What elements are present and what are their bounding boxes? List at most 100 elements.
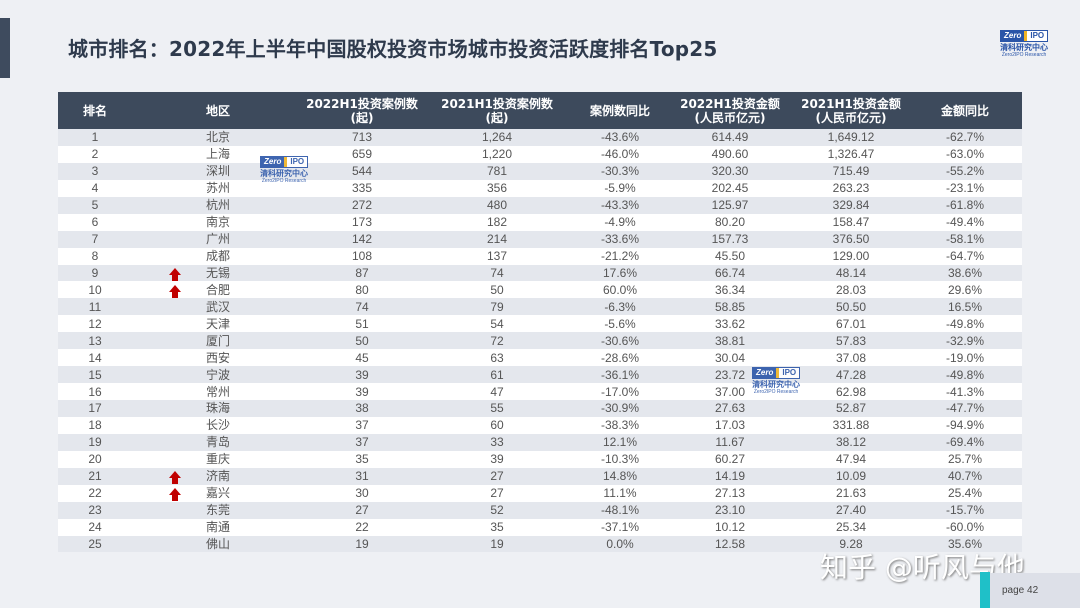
header-line: 金额同比	[940, 103, 989, 118]
cell-region: 重庆	[132, 451, 304, 468]
city-name: 深圳	[205, 164, 230, 179]
cell-cases-2021h1: 182	[486, 215, 508, 230]
cell-amount-2021h1: 37.08	[835, 350, 867, 365]
cell-cases-2021h1: 39	[490, 452, 504, 467]
header-line: 案例数同比	[589, 103, 650, 118]
cell-amount-yoy: 29.6%	[947, 282, 983, 297]
cell-cases-2022h1: 87	[355, 265, 369, 280]
cell-amount-2022h1: 125.97	[711, 198, 749, 213]
cell-amount-yoy: 35.6%	[947, 536, 983, 551]
cell-amount-2021h1: 57.83	[835, 333, 867, 348]
cell-cases-2021h1: 19	[490, 536, 504, 551]
column-header-cases-yoy: 案例数同比	[574, 92, 666, 129]
cell-amount-2021h1: 67.01	[835, 316, 867, 331]
cell-amount-yoy: -61.8%	[945, 198, 985, 213]
cell-rank: 13	[88, 333, 102, 348]
city-name: 宁波	[205, 367, 230, 382]
cell-rank: 25	[88, 536, 102, 551]
column-header-cases-2021h1: 2021H1投资案例数 (起)	[420, 92, 574, 129]
cell-amount-yoy: -94.9%	[945, 418, 985, 433]
cell-cases-2022h1: 544	[351, 164, 373, 179]
header-unit: (人民币亿元)	[815, 110, 887, 125]
cell-cases-2022h1: 35	[355, 452, 369, 467]
cell-amount-2021h1: 331.88	[832, 418, 870, 433]
cell-region: 苏州	[132, 180, 304, 197]
cell-cases-yoy: -33.6%	[600, 232, 640, 247]
cell-amount-2021h1: 50.50	[835, 299, 867, 314]
cell-cases-2022h1: 50	[355, 333, 369, 348]
table-row: 8 成都 108 137 -21.2% 45.50 129.00 -64.7%	[58, 247, 1022, 265]
cell-rank: 10	[88, 282, 102, 297]
cell-cases-2022h1: 19	[355, 536, 369, 551]
cell-cases-2021h1: 60	[490, 418, 504, 433]
header-line: 2021H1投资案例数	[441, 96, 553, 111]
cell-amount-2021h1: 52.87	[835, 401, 867, 416]
cell-amount-2022h1: 11.67	[715, 435, 745, 450]
cell-amount-yoy: 16.5%	[947, 299, 983, 314]
cell-cases-2021h1: 33	[490, 435, 504, 450]
cell-cases-2021h1: 47	[490, 384, 504, 399]
cell-cases-2021h1: 74	[490, 265, 504, 280]
city-name: 东莞	[205, 503, 230, 518]
cell-cases-yoy: -43.6%	[600, 130, 640, 145]
cell-cases-2021h1: 55	[490, 401, 504, 416]
cell-cases-yoy: -48.1%	[600, 503, 640, 518]
cell-cases-yoy: -30.9%	[600, 401, 640, 416]
cell-cases-yoy: -38.3%	[600, 418, 640, 433]
cell-amount-2022h1: 17.03	[714, 418, 746, 433]
cell-amount-2022h1: 27.63	[714, 401, 746, 416]
cell-rank: 12	[88, 316, 102, 331]
cell-amount-2022h1: 10.12	[714, 520, 746, 535]
cell-cases-yoy: -5.6%	[604, 316, 636, 331]
header-line: 排名	[82, 103, 107, 118]
city-name: 嘉兴	[205, 486, 230, 501]
cell-cases-yoy: -30.6%	[600, 333, 640, 348]
cell-cases-2021h1: 27	[490, 486, 504, 501]
cell-rank: 20	[88, 452, 102, 467]
cell-amount-yoy: -32.9%	[945, 333, 985, 348]
cell-amount-yoy: 38.6%	[947, 265, 983, 280]
table-row: 6 南京 173 182 -4.9% 80.20 158.47 -49.4%	[58, 213, 1022, 231]
cell-amount-2022h1: 320.30	[711, 164, 749, 179]
cell-region: 长沙	[132, 417, 304, 434]
table-row: 25 佛山 19 19 0.0% 12.58 9.28 35.6%	[58, 535, 1022, 553]
cell-region: 南通	[132, 519, 304, 536]
table-row: 18 长沙 37 60 -38.3% 17.03 331.88 -94.9%	[58, 416, 1022, 434]
cell-amount-yoy: 25.4%	[947, 486, 983, 501]
cell-cases-2022h1: 108	[351, 249, 373, 264]
cell-region: 天津	[132, 315, 304, 332]
cell-cases-2022h1: 272	[351, 198, 373, 213]
cell-cases-2021h1: 1,220	[481, 147, 513, 162]
table-row: 1 北京 713 1,264 -43.6% 614.49 1,649.12 -62.7%	[58, 129, 1022, 146]
cell-amount-2022h1: 12.58	[714, 536, 746, 551]
cell-region: 上海	[132, 146, 304, 163]
cell-cases-2022h1: 80	[355, 282, 369, 297]
cell-region: 常州	[132, 383, 304, 400]
cell-cases-2022h1: 22	[355, 520, 369, 535]
cell-cases-2021h1: 356	[486, 181, 508, 196]
cell-amount-2021h1: 27.40	[835, 503, 867, 518]
cell-amount-2022h1: 23.10	[714, 503, 746, 518]
cell-region: 无锡	[132, 265, 304, 282]
cell-region: 东莞	[132, 502, 304, 519]
cell-cases-yoy: -5.9%	[604, 181, 636, 196]
page-title: 城市排名：2022年上半年中国股权投资市场城市投资活跃度排名Top25	[68, 37, 718, 61]
cell-rank: 2	[91, 147, 99, 162]
city-name: 广州	[205, 232, 230, 247]
header-line: 2022H1投资金额	[680, 96, 780, 111]
table-row: 10 合肥 80 50 60.0% 36.34 28.03 29.6%	[58, 281, 1022, 299]
city-name: 重庆	[205, 452, 230, 467]
cell-amount-yoy: -64.7%	[945, 249, 985, 264]
table-row: 24 南通 22 35 -37.1% 10.12 25.34 -60.0%	[58, 518, 1022, 536]
city-name: 武汉	[205, 299, 230, 314]
column-header-amount-2021h1: 2021H1投资金额 (人民币亿元)	[794, 92, 908, 129]
cell-cases-2022h1: 335	[351, 181, 373, 196]
cell-cases-yoy: -30.3%	[600, 164, 640, 179]
cell-region: 西安	[132, 349, 304, 366]
cell-amount-2022h1: 66.74	[714, 265, 746, 280]
cell-region: 青岛	[132, 434, 304, 451]
cell-cases-2022h1: 51	[355, 316, 369, 331]
cell-region: 北京	[132, 129, 304, 146]
title-accent-bar	[0, 18, 10, 78]
cell-amount-2021h1: 62.98	[835, 384, 867, 399]
